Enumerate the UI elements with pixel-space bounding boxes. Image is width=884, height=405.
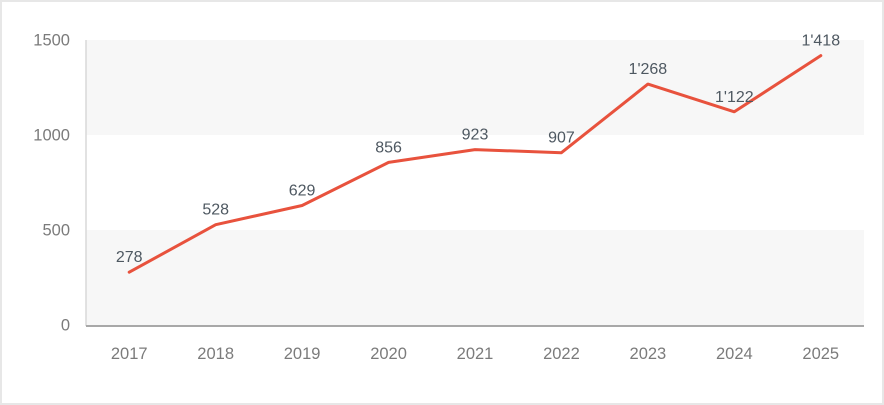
x-tick-label: 2018 [197,345,234,363]
data-label: 278 [116,249,143,266]
x-tick-label: 2022 [543,345,580,363]
data-label: 923 [462,127,489,144]
data-label: 907 [548,130,575,147]
series-line [127,54,823,274]
x-tick-label: 2025 [802,345,839,363]
data-label: 528 [202,202,229,219]
data-label: 1'418 [801,33,840,50]
x-tick-label: 2017 [111,345,148,363]
data-label: 1'122 [715,89,754,106]
y-tick-label: 500 [42,222,70,240]
y-tick-label: 1500 [33,32,70,50]
x-tick-label: 2019 [284,345,321,363]
x-tick-label: 2021 [457,345,494,363]
plot-band [86,230,864,325]
y-tick-label: 0 [61,317,70,335]
data-label: 856 [375,139,402,156]
x-tick-label: 2023 [630,345,667,363]
x-tick-label: 2024 [716,345,753,363]
data-label: 1'268 [629,61,668,78]
data-label: 629 [289,182,316,199]
x-tick-label: 2020 [370,345,407,363]
y-tick-label: 1000 [33,127,70,145]
plot-band [86,40,864,135]
